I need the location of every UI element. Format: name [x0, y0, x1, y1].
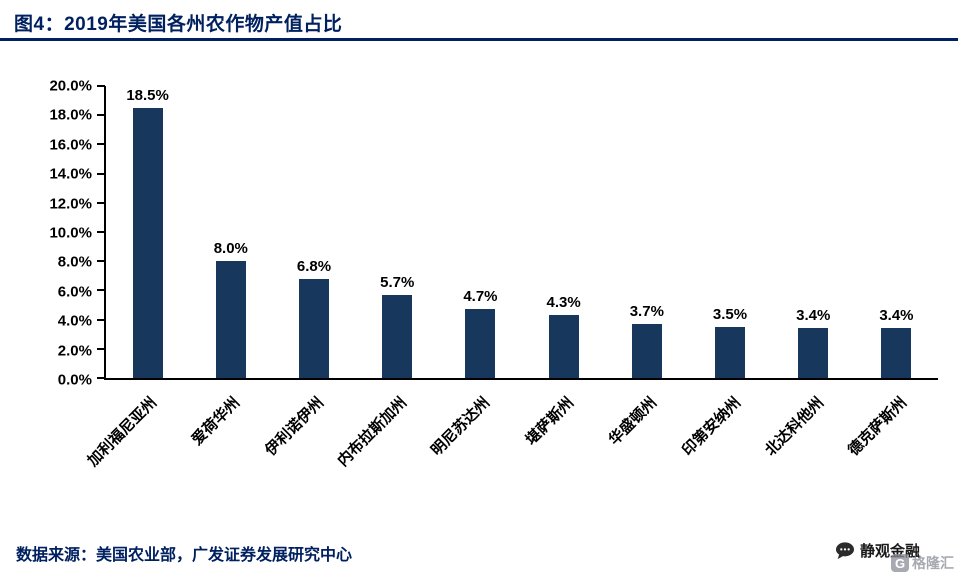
- y-axis-tick: [97, 172, 105, 175]
- bar-value-label: 4.7%: [463, 288, 498, 306]
- bar: [299, 278, 329, 378]
- bar-value-label: 18.5%: [126, 86, 169, 104]
- gelonghui-icon: G: [891, 554, 909, 572]
- y-axis-label: 12.0%: [49, 195, 92, 213]
- bar-column: 3.5%: [688, 86, 771, 378]
- bar-column: 6.8%: [272, 86, 355, 378]
- bar: [548, 315, 579, 378]
- x-label-slot: 明尼苏达州: [428, 384, 521, 524]
- y-axis-label: 0.0%: [57, 371, 92, 389]
- y-axis-tick: [97, 260, 105, 263]
- chart-footer: 数据来源：美国农业部，广发证券发展研究中心 静观金融 G 格隆汇: [0, 539, 958, 573]
- x-label-slot: 内布拉斯加州: [334, 384, 437, 524]
- x-label-slot: 华盛顿州: [604, 384, 687, 524]
- bar-column: 4.3%: [522, 86, 605, 378]
- x-label-slot: 堪萨斯州: [521, 384, 604, 524]
- bar-column: 8.0%: [189, 86, 272, 378]
- chart-header: 图4：2019年美国各州农作物产值占比: [0, 0, 958, 41]
- y-axis-label: 14.0%: [49, 165, 92, 183]
- bar-value-label: 4.3%: [546, 294, 581, 312]
- y-axis-label: 18.0%: [49, 106, 92, 124]
- bar: [465, 309, 496, 378]
- y-axis-tick: [97, 347, 105, 350]
- x-label-slot: 印第安纳州: [679, 384, 771, 524]
- y-axis: 0.0% 2.0% 4.0% 6.0% 8.0% 10.0% 12.0% 14.0% 16.0%…: [18, 78, 100, 389]
- source-note: 数据来源：美国农业部，广发证券发展研究中心: [16, 547, 353, 564]
- x-axis-label: 爱荷华州: [188, 394, 244, 449]
- y-axis-tick: [97, 318, 105, 321]
- bar-column: 18.5%: [106, 86, 189, 378]
- bar: [132, 107, 163, 378]
- gelonghui-text: 格隆汇: [912, 555, 954, 571]
- y-axis-label: 6.0%: [57, 283, 92, 301]
- bar-column: 3.7%: [605, 86, 688, 378]
- bar: [881, 328, 912, 378]
- bar-column: 3.4%: [772, 86, 855, 378]
- bar: [798, 328, 829, 378]
- chart-title: 图4：2019年美国各州农作物产值占比: [14, 14, 343, 35]
- bar-value-label: 5.7%: [380, 273, 415, 291]
- y-axis-label: 2.0%: [57, 342, 92, 360]
- speech-bubble-icon: [835, 541, 855, 560]
- bar-column: 4.7%: [439, 86, 522, 378]
- bar-value-label: 6.8%: [296, 257, 332, 275]
- bar-value-label: 3.7%: [629, 302, 664, 320]
- bar-value-label: 3.5%: [712, 305, 748, 323]
- y-axis-tick: [97, 114, 105, 117]
- bar: [215, 261, 246, 378]
- y-axis-label: 16.0%: [49, 136, 92, 154]
- x-axis-label: 华盛顿州: [605, 394, 661, 449]
- title-divider: [0, 38, 958, 41]
- y-axis-tick: [97, 201, 105, 204]
- x-label-slot: 德克萨斯州: [845, 384, 938, 524]
- bar-column: 3.4%: [855, 86, 938, 378]
- y-axis-label: 8.0%: [57, 253, 92, 271]
- bar: [631, 323, 662, 378]
- y-axis-tick: [97, 143, 105, 146]
- y-axis-tick: [97, 85, 105, 87]
- x-label-slot: 北达科他州: [762, 384, 854, 524]
- x-axis-labels: 加利福尼亚州 爱荷华州 伊利诺伊州 内布拉斯加州 明尼苏达州 堪萨斯州 华盛顿州 印第安纳州北…: [84, 384, 938, 524]
- bar-value-label: 3.4%: [879, 307, 914, 325]
- y-axis-tick: [97, 289, 105, 292]
- bar-value-label: 8.0%: [213, 240, 248, 258]
- gelonghui-logo: G 格隆汇: [891, 553, 954, 573]
- bar: [382, 294, 413, 378]
- x-axis-label: 堪萨斯州: [522, 394, 577, 449]
- y-axis-tick: [97, 377, 105, 379]
- bar-value-label: 3.4%: [796, 307, 831, 325]
- x-label-slot: 加利福尼亚州: [84, 384, 187, 524]
- y-axis-tick: [97, 231, 105, 233]
- y-axis-label: 10.0%: [49, 224, 92, 242]
- plot-area: 18.5% 8.0% 6.8% 5.7% 4.7% 4.3% 3.7% 3.5% 3.4% 3.4…: [97, 85, 938, 380]
- x-axis-label: 加利福尼亚州: [84, 394, 160, 470]
- y-axis-label: 4.0%: [57, 312, 92, 330]
- x-label-slot: 爱荷华州: [187, 384, 270, 524]
- y-axis-label: 20.0%: [49, 77, 92, 95]
- bar-column: 5.7%: [356, 86, 439, 378]
- bar: [715, 326, 746, 378]
